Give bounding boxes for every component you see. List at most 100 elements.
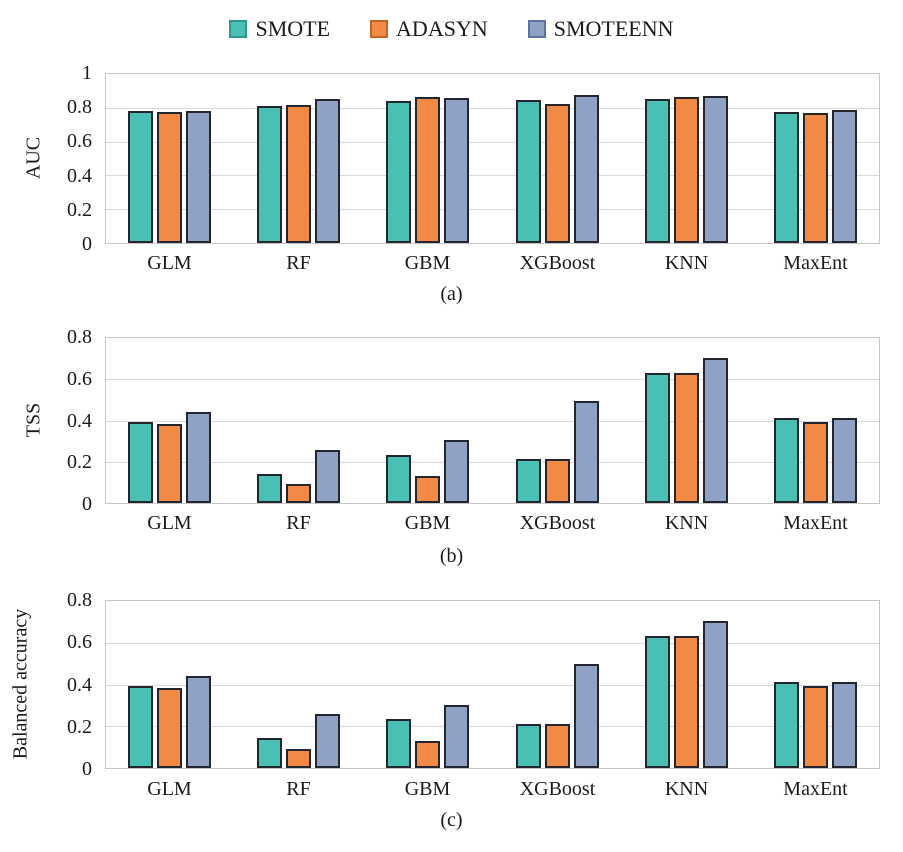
bar-group-knn bbox=[622, 73, 751, 243]
bar-smote-xgboost bbox=[516, 100, 541, 243]
bar-adasyn-xgboost bbox=[545, 724, 570, 768]
bar-smoteenn-gbm bbox=[444, 705, 469, 768]
bar-group-maxent bbox=[751, 73, 880, 243]
adasyn-swatch-icon bbox=[370, 20, 389, 38]
bar-adasyn-gbm bbox=[415, 97, 440, 243]
y-tick-label: 0.6 bbox=[67, 368, 92, 390]
bar-adasyn-rf bbox=[286, 105, 311, 243]
gridline bbox=[106, 421, 879, 422]
legend-label: SMOTE bbox=[255, 16, 331, 41]
bar-smote-glm bbox=[128, 111, 153, 243]
bar-smoteenn-knn bbox=[703, 621, 728, 768]
x-category-label-xgboost: XGBoost bbox=[519, 512, 596, 534]
x-category-label-maxent: MaxEnt bbox=[783, 512, 848, 534]
legend-label: SMOTEENN bbox=[553, 16, 674, 41]
bar-smoteenn-maxent bbox=[832, 418, 857, 503]
bar-group-gbm bbox=[363, 337, 492, 503]
gridline bbox=[106, 108, 879, 109]
bar-adasyn-rf bbox=[286, 749, 311, 768]
bar-smote-maxent bbox=[774, 418, 799, 503]
y-tick-label: 0 bbox=[82, 493, 92, 515]
gridline bbox=[106, 643, 879, 644]
bar-group-maxent bbox=[751, 600, 880, 768]
bar-smoteenn-glm bbox=[186, 412, 211, 503]
bar-adasyn-xgboost bbox=[545, 104, 570, 243]
bar-smote-gbm bbox=[386, 455, 411, 503]
x-category-label-gbm: GBM bbox=[404, 778, 451, 800]
y-tick-label: 1 bbox=[82, 62, 92, 84]
y-tick-label: 0.4 bbox=[67, 165, 92, 187]
bar-group-glm bbox=[105, 337, 234, 503]
y-tick-label: 0.2 bbox=[67, 716, 92, 738]
panel-caption-a: (a) bbox=[440, 283, 463, 305]
bar-smote-rf bbox=[257, 106, 282, 243]
y-tick-label: 0.2 bbox=[67, 199, 92, 221]
bar-smote-gbm bbox=[386, 719, 411, 768]
bar-adasyn-gbm bbox=[415, 741, 440, 768]
y-tick-label: 0.2 bbox=[67, 451, 92, 473]
bar-smoteenn-xgboost bbox=[574, 401, 599, 503]
x-category-label-maxent: MaxEnt bbox=[783, 778, 848, 800]
bar-smoteenn-glm bbox=[186, 676, 211, 768]
bar-group-glm bbox=[105, 73, 234, 243]
legend-item-adasyn: ADASYN bbox=[370, 16, 488, 42]
gridline bbox=[106, 379, 879, 380]
plot-area-auc bbox=[105, 73, 880, 244]
chart-legend: SMOTE ADASYN SMOTEENN bbox=[0, 16, 903, 42]
bar-smote-glm bbox=[128, 422, 153, 503]
bar-smote-maxent bbox=[774, 682, 799, 768]
x-category-label-rf: RF bbox=[286, 252, 311, 274]
y-tick-label: 0.8 bbox=[67, 589, 92, 611]
y-tick-label: 0.4 bbox=[67, 410, 92, 432]
gridline bbox=[106, 142, 879, 143]
bar-smoteenn-glm bbox=[186, 111, 211, 243]
gridline bbox=[106, 726, 879, 727]
bar-smoteenn-maxent bbox=[832, 110, 857, 243]
bar-smoteenn-knn bbox=[703, 96, 728, 243]
bar-group-knn bbox=[622, 337, 751, 503]
bar-group-xgboost bbox=[493, 73, 622, 243]
smoteenn-swatch-icon bbox=[527, 20, 546, 38]
x-category-label-knn: KNN bbox=[664, 778, 709, 800]
bar-smote-knn bbox=[645, 373, 670, 503]
bar-smoteenn-gbm bbox=[444, 98, 469, 243]
bar-smoteenn-xgboost bbox=[574, 95, 599, 243]
bar-group-knn bbox=[622, 600, 751, 768]
bar-adasyn-glm bbox=[157, 112, 182, 243]
x-category-label-glm: GLM bbox=[147, 252, 192, 274]
y-tick-label: 0 bbox=[82, 758, 92, 780]
x-category-label-glm: GLM bbox=[147, 778, 192, 800]
legend-item-smoteenn: SMOTEENN bbox=[527, 16, 674, 42]
bar-group-xgboost bbox=[493, 600, 622, 768]
x-category-label-xgboost: XGBoost bbox=[519, 778, 596, 800]
bar-smoteenn-maxent bbox=[832, 682, 857, 768]
x-category-label-gbm: GBM bbox=[404, 252, 451, 274]
plot-area-balanced-accuracy bbox=[105, 600, 880, 769]
bar-smote-maxent bbox=[774, 112, 799, 243]
y-tick-label: 0.8 bbox=[67, 96, 92, 118]
bar-smote-xgboost bbox=[516, 724, 541, 768]
gridline bbox=[106, 685, 879, 686]
bar-smote-rf bbox=[257, 738, 282, 768]
x-category-label-knn: KNN bbox=[664, 252, 709, 274]
smote-swatch-icon bbox=[229, 20, 248, 38]
bar-adasyn-rf bbox=[286, 484, 311, 503]
x-category-label-xgboost: XGBoost bbox=[519, 252, 596, 274]
bar-smoteenn-rf bbox=[315, 450, 340, 503]
bar-smote-rf bbox=[257, 474, 282, 503]
bar-smote-xgboost bbox=[516, 459, 541, 503]
panel-caption-c: (c) bbox=[440, 809, 463, 831]
gridline bbox=[106, 209, 879, 210]
plot-area-tss bbox=[105, 337, 880, 504]
bar-smoteenn-knn bbox=[703, 358, 728, 503]
bar-smote-knn bbox=[645, 636, 670, 768]
bar-adasyn-maxent bbox=[803, 113, 828, 243]
bar-smoteenn-rf bbox=[315, 714, 340, 768]
y-tick-label: 0.6 bbox=[67, 130, 92, 152]
legend-item-smote: SMOTE bbox=[229, 16, 330, 42]
x-category-label-gbm: GBM bbox=[404, 512, 451, 534]
bar-group-gbm bbox=[363, 600, 492, 768]
gridline bbox=[106, 462, 879, 463]
bar-smote-knn bbox=[645, 99, 670, 243]
